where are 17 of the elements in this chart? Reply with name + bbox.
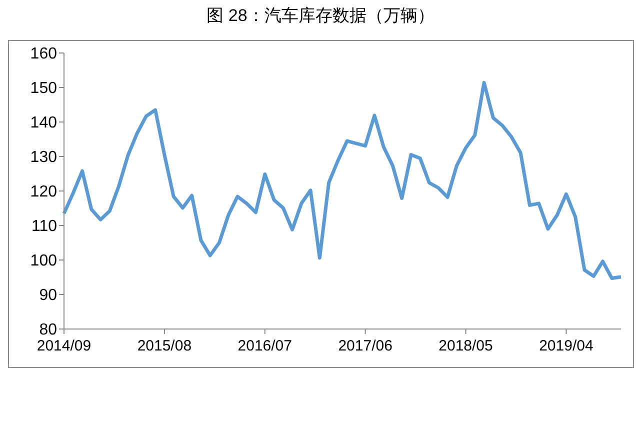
y-tick-label: 120 <box>30 184 58 201</box>
line-series <box>62 80 623 280</box>
y-tick-label: 90 <box>39 287 58 304</box>
y-tick-label: 100 <box>30 252 58 270</box>
y-tick-label: 140 <box>30 114 58 132</box>
y-tick-label: 80 <box>39 322 58 339</box>
y-tick-label: 110 <box>31 218 58 236</box>
x-tick-label: 2016/07 <box>238 338 292 355</box>
chart-title: 图 28：汽车库存数据（万辆） <box>206 5 436 27</box>
x-tick-label: 2018/05 <box>438 338 493 355</box>
x-tick-label: 2019/04 <box>539 338 594 355</box>
y-tick-label: 130 <box>30 149 58 166</box>
x-tick-label: 2014/09 <box>36 338 92 355</box>
x-tick-label: 2015/08 <box>137 338 192 355</box>
x-tick-label: 2017/06 <box>338 338 392 355</box>
y-tick-label: 150 <box>30 80 58 98</box>
y-tick-label: 160 <box>30 46 58 63</box>
